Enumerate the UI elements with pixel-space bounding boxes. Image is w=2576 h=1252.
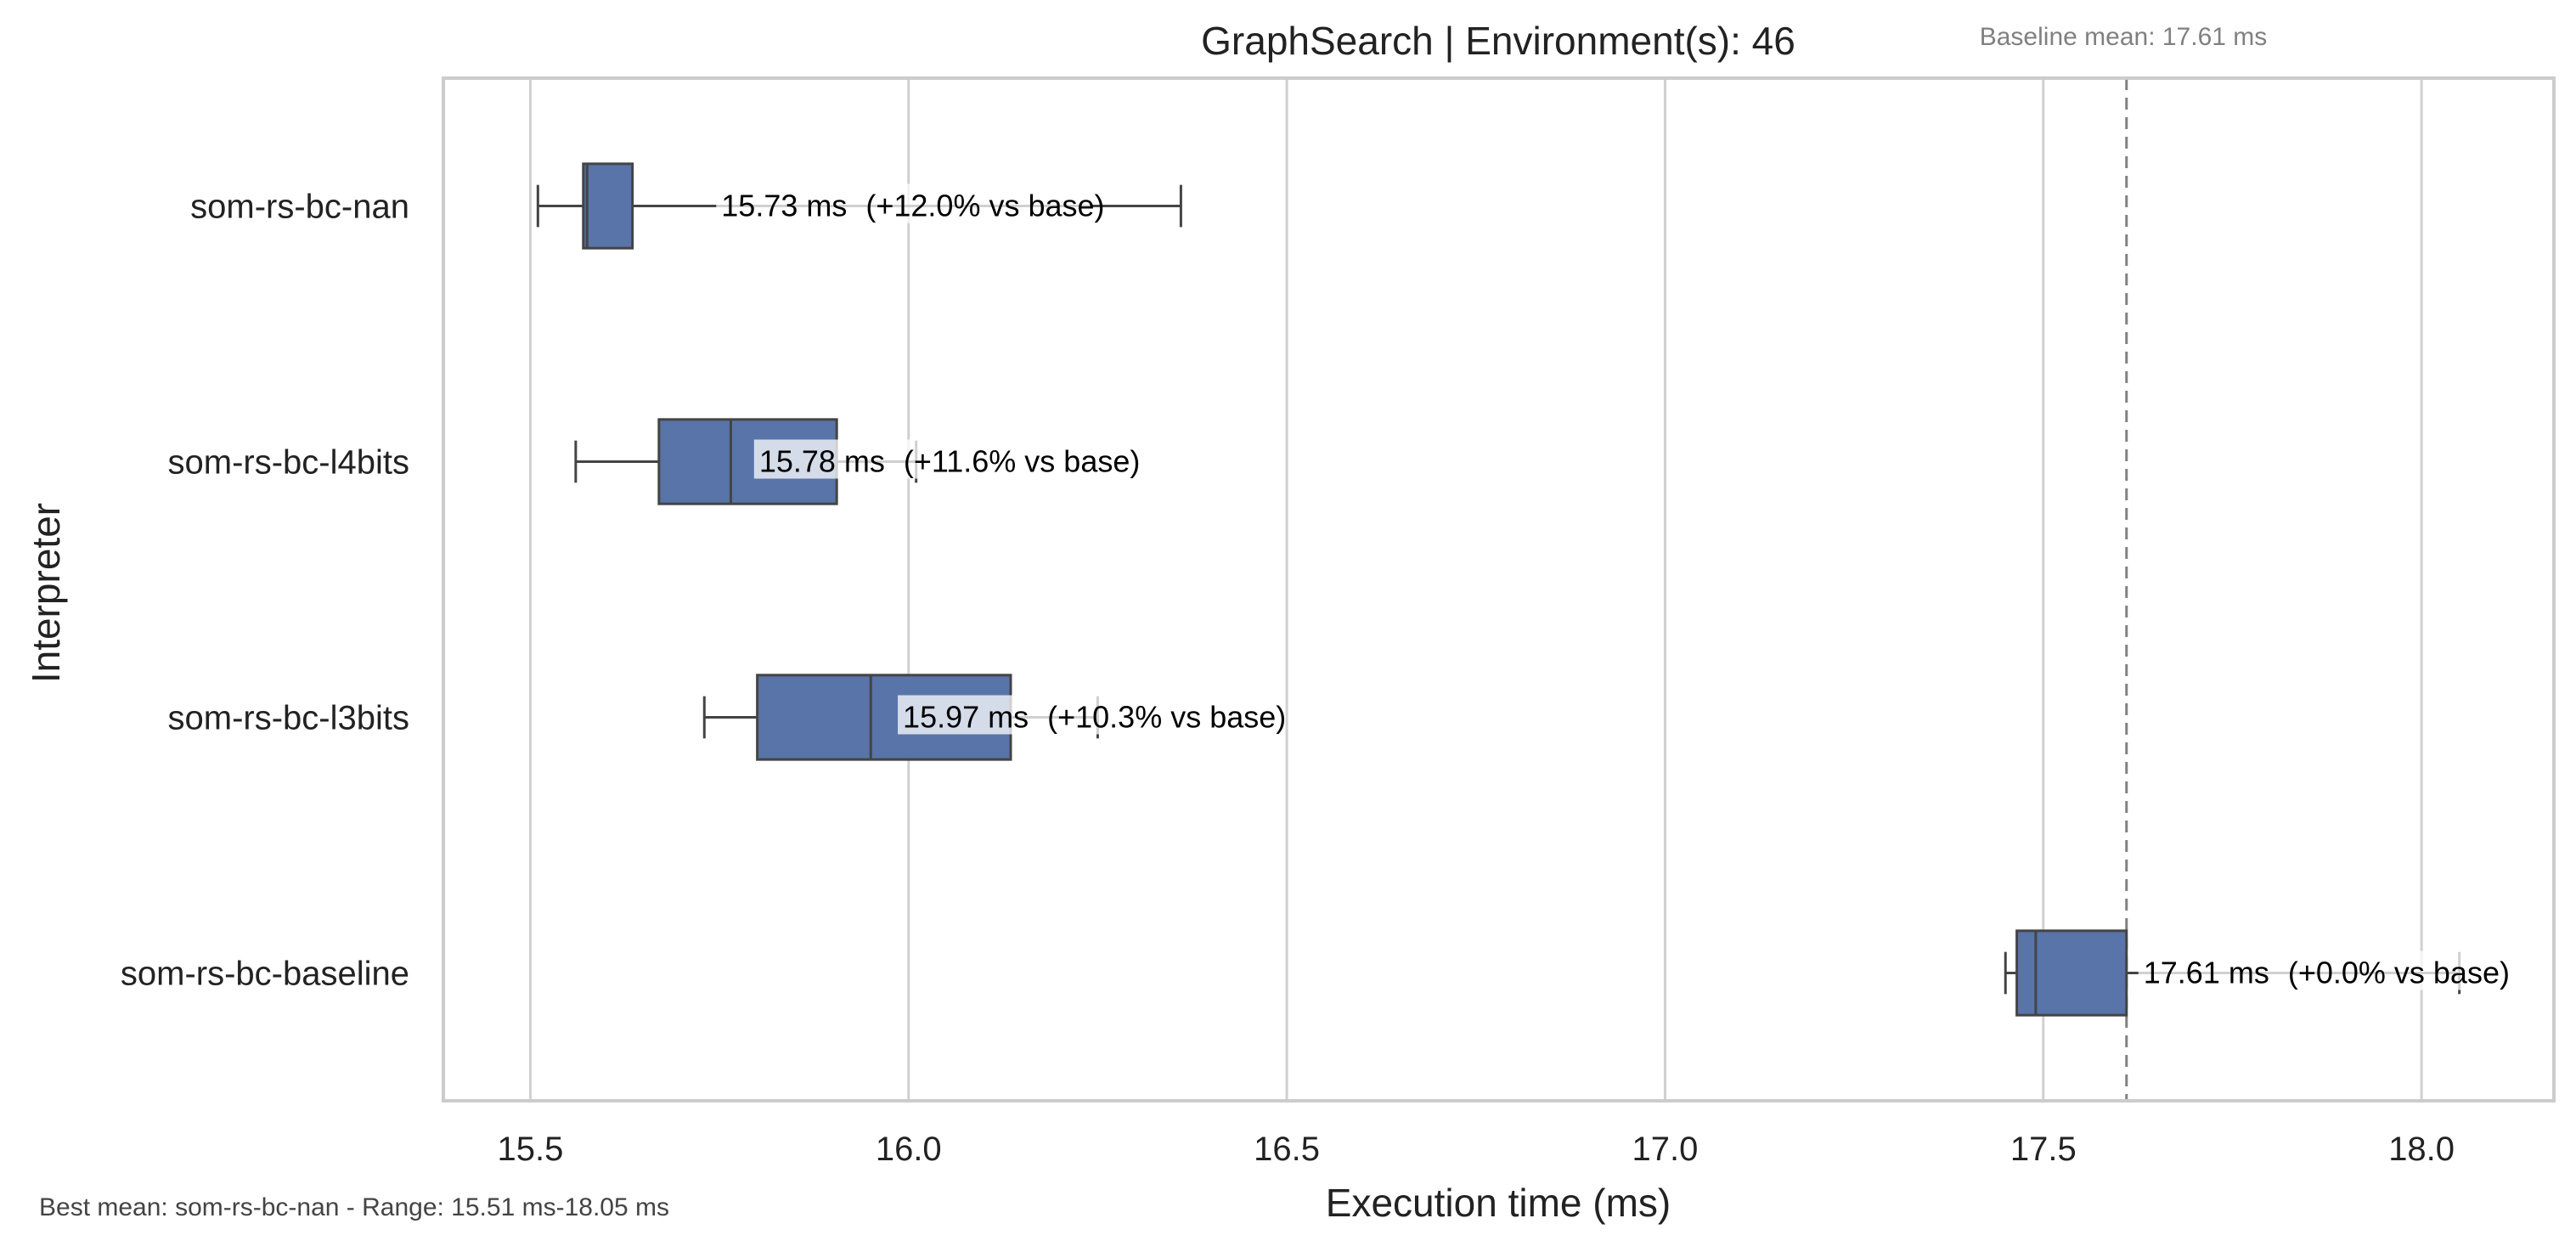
- mean-label: 17.61 ms (+0.0% vs base): [2144, 956, 2510, 990]
- mean-annotation: 15.97 ms (+10.3% vs base): [898, 695, 1286, 735]
- y-tick-label: som-rs-bc-l3bits: [168, 700, 409, 737]
- annotation-background: [753, 439, 1127, 479]
- mean-label: 15.97 ms (+10.3% vs base): [903, 700, 1286, 735]
- axis-layer: 15.5 16.0 16.5 17.0 17.5 18.0 som-rs-bc-nan som…: [121, 189, 2455, 1169]
- plot-frame: [442, 76, 2556, 1103]
- footer-note: Best mean: som-rs-bc-nan - Range: 15.51 …: [39, 1193, 669, 1221]
- mean-value: 17.61 ms: [2144, 956, 2269, 990]
- mean-label: 15.78 ms (+11.6% vs base): [759, 444, 1141, 479]
- mean-value: 15.97 ms: [903, 700, 1029, 735]
- x-tick-label: 15.5: [497, 1131, 563, 1168]
- x-tick-label: 17.0: [1632, 1131, 1699, 1168]
- annotation-background: [716, 183, 1091, 223]
- delta-vs-base: (+0.0% vs base): [2288, 956, 2510, 990]
- mean-annotation: 17.61 ms (+0.0% vs base): [2138, 950, 2510, 990]
- delta-vs-base: (+11.6% vs base): [904, 444, 1140, 479]
- box-iqr: [582, 162, 634, 250]
- x-tick-label: 16.5: [1254, 1131, 1320, 1168]
- x-tick-label: 17.5: [2010, 1131, 2077, 1168]
- delta-vs-base: (+12.0% vs base): [865, 189, 1104, 223]
- grid-layer: [528, 78, 2423, 1101]
- mean-annotation: 15.78 ms (+11.6% vs base): [753, 439, 1141, 479]
- y-axis-label: Interpreter: [24, 503, 68, 683]
- box-layer: [536, 162, 2461, 1017]
- chart-title: GraphSearch | Environment(s): 46: [1201, 19, 1795, 63]
- annotation-background: [2138, 950, 2496, 990]
- mean-value: 15.73 ms: [721, 189, 847, 223]
- y-tick-label: som-rs-bc-nan: [190, 189, 409, 226]
- mean-annotation: 15.73 ms (+12.0% vs base): [716, 183, 1105, 223]
- x-tick-label: 18.0: [2388, 1131, 2455, 1168]
- y-tick-label: som-rs-bc-baseline: [121, 956, 409, 993]
- annotation-background: [898, 695, 1273, 735]
- baseline-label: Baseline mean: 17.61 ms: [1980, 23, 2268, 51]
- box-som-rs-bc-nan: [536, 162, 1182, 250]
- mean-label: 15.73 ms (+12.0% vs base): [721, 189, 1104, 223]
- x-axis-label: Execution time (ms): [1326, 1181, 1671, 1225]
- delta-vs-base: (+10.3% vs base): [1047, 700, 1286, 735]
- y-tick-label: som-rs-bc-l4bits: [168, 444, 409, 482]
- label-layer: 15.73 ms (+12.0% vs base) 15.78 ms (+11.6% …: [716, 183, 2510, 990]
- x-tick-label: 16.0: [876, 1131, 942, 1168]
- mean-value: 15.78 ms: [759, 444, 885, 479]
- box-iqr: [2015, 929, 2128, 1017]
